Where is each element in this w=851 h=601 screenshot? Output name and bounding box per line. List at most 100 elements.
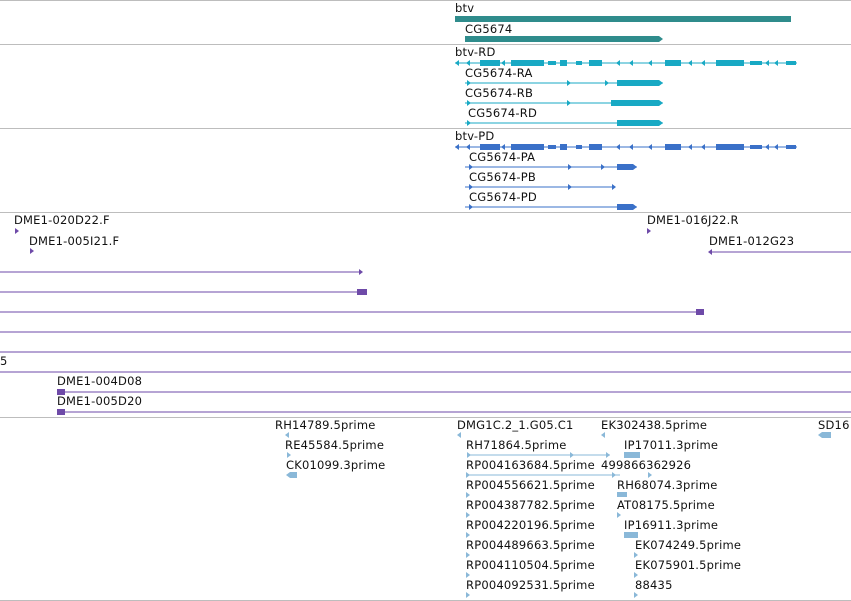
est-glyph[interactable] bbox=[466, 552, 470, 558]
est-glyph[interactable] bbox=[617, 492, 627, 497]
strand-arrow-left bbox=[648, 60, 652, 66]
exon-block[interactable] bbox=[511, 60, 544, 66]
ests-feature-label[interactable]: RH14789.5prime bbox=[275, 418, 376, 432]
exon-block[interactable] bbox=[611, 100, 663, 106]
exon-block[interactable] bbox=[589, 144, 602, 150]
ests-feature-label[interactable]: RE45584.5prime bbox=[285, 438, 385, 452]
est-glyph[interactable] bbox=[466, 592, 470, 598]
exon-block[interactable] bbox=[716, 144, 744, 150]
ests-feature-label[interactable]: SD16 bbox=[818, 418, 850, 432]
ests-feature-label[interactable]: EK075901.5prime bbox=[635, 558, 742, 572]
exon-block[interactable] bbox=[465, 36, 663, 42]
est-glyph[interactable] bbox=[634, 552, 638, 558]
est-glyph[interactable] bbox=[466, 572, 470, 578]
exon-block[interactable] bbox=[665, 60, 681, 66]
track-separator bbox=[0, 128, 851, 129]
exon-block[interactable] bbox=[617, 204, 637, 210]
clones-feature-label[interactable]: DME1-016J22.R bbox=[647, 213, 739, 227]
est-glyph[interactable] bbox=[634, 572, 638, 578]
est-glyph[interactable] bbox=[457, 432, 461, 438]
exon-block[interactable] bbox=[511, 144, 544, 150]
strand-arrow-left bbox=[629, 144, 633, 150]
strand-arrow-left bbox=[688, 144, 692, 150]
ests-feature-label[interactable]: 499866362926 bbox=[601, 458, 692, 472]
est-glyph[interactable] bbox=[601, 432, 605, 438]
ests-feature-label[interactable]: RP004092531.5prime bbox=[466, 578, 595, 592]
clones-feature-label[interactable]: DME1-020D22.F bbox=[14, 213, 110, 227]
ests-feature-label[interactable]: RP004220196.5prime bbox=[466, 518, 595, 532]
clones-feature-label[interactable]: DME1-012G23 bbox=[709, 234, 795, 248]
clones-feature-label[interactable]: DME1-005D20 bbox=[57, 394, 143, 408]
exon-block[interactable] bbox=[750, 145, 762, 149]
proteins-feature-label[interactable]: btv-PD bbox=[455, 129, 495, 143]
strand-arrow-left bbox=[455, 60, 459, 66]
est-glyph[interactable] bbox=[285, 432, 289, 438]
ests-feature-label[interactable]: DMG1C.2_1.G05.C1 bbox=[457, 418, 574, 432]
strand-arrow-right bbox=[570, 452, 574, 458]
exon-block[interactable] bbox=[665, 144, 681, 150]
ests-feature-label[interactable]: RH68074.3prime bbox=[617, 478, 718, 492]
proteins-feature-label[interactable]: CG5674-PB bbox=[469, 170, 536, 184]
ests-feature-label[interactable]: IP16911.3prime bbox=[624, 518, 719, 532]
ests-feature-label[interactable]: IP17011.3prime bbox=[624, 438, 719, 452]
proteins-feature-label[interactable]: CG5674-PD bbox=[469, 190, 537, 204]
exon-block[interactable] bbox=[576, 145, 582, 149]
clone-end-block[interactable] bbox=[696, 309, 704, 315]
ests-feature-label[interactable]: RP004556621.5prime bbox=[466, 478, 595, 492]
est-glyph[interactable] bbox=[466, 492, 470, 498]
ests-feature-label[interactable]: RH71864.5prime bbox=[466, 438, 567, 452]
transcripts-feature-label[interactable]: btv-RD bbox=[455, 45, 496, 59]
est-glyph[interactable] bbox=[648, 472, 652, 478]
ests-feature-label[interactable]: AT08175.5prime bbox=[617, 498, 715, 512]
est-glyph[interactable] bbox=[612, 472, 616, 478]
exon-block[interactable] bbox=[750, 61, 762, 65]
ests-feature-label[interactable]: EK302438.5prime bbox=[601, 418, 708, 432]
transcripts-feature-label[interactable]: CG5674-RD bbox=[468, 106, 538, 120]
exon-block[interactable] bbox=[548, 61, 556, 65]
clone-end-block[interactable] bbox=[357, 289, 367, 295]
exon-block[interactable] bbox=[560, 144, 567, 150]
ests-feature-label[interactable]: CK01099.3prime bbox=[286, 458, 386, 472]
exon-block[interactable] bbox=[480, 60, 500, 66]
ests-feature-label[interactable]: EK074249.5prime bbox=[635, 538, 742, 552]
est-glyph[interactable] bbox=[287, 452, 291, 458]
transcripts-feature-label[interactable]: CG5674-RA bbox=[465, 66, 533, 80]
exon-block[interactable] bbox=[576, 61, 582, 65]
exon-block[interactable] bbox=[716, 60, 744, 66]
exon-block[interactable] bbox=[560, 60, 567, 66]
ests-feature-label[interactable]: RP004489663.5prime bbox=[466, 538, 595, 552]
gene-feature-label[interactable]: btv bbox=[455, 1, 475, 15]
clone-end-block[interactable] bbox=[57, 409, 65, 415]
clones-feature-label[interactable]: DME1-005I21.F bbox=[29, 234, 120, 248]
exon-block[interactable] bbox=[617, 164, 637, 170]
est-glyph[interactable] bbox=[624, 452, 640, 458]
strand-arrow-left bbox=[774, 60, 778, 66]
est-glyph[interactable] bbox=[617, 512, 621, 518]
exon-block[interactable] bbox=[589, 60, 602, 66]
exon-block[interactable] bbox=[617, 120, 663, 126]
exon-block[interactable] bbox=[617, 80, 663, 86]
transcripts-feature-label[interactable]: CG5674-RB bbox=[465, 86, 534, 100]
exon-block[interactable] bbox=[786, 61, 796, 65]
ests-feature-label[interactable]: RP004110504.5prime bbox=[466, 558, 595, 572]
exon-block[interactable] bbox=[786, 145, 796, 149]
ests-feature-label[interactable]: 88435 bbox=[635, 578, 673, 592]
est-glyph[interactable] bbox=[818, 432, 831, 438]
strand-arrow-right bbox=[606, 452, 610, 458]
gene-feature-label[interactable]: CG5674 bbox=[465, 22, 513, 36]
est-glyph[interactable] bbox=[466, 532, 470, 538]
clone-end-block[interactable] bbox=[57, 389, 65, 395]
est-glyph[interactable] bbox=[624, 532, 638, 538]
proteins-feature-label[interactable]: CG5674-PA bbox=[469, 150, 536, 164]
ests-feature-label[interactable]: RP004387782.5prime bbox=[466, 498, 595, 512]
est-glyph[interactable] bbox=[634, 592, 638, 598]
clones-feature-label[interactable]: DME1-004D08 bbox=[57, 374, 143, 388]
exon-block[interactable] bbox=[548, 145, 556, 149]
est-glyph[interactable] bbox=[286, 472, 297, 478]
clones-feature-label[interactable]: 5 bbox=[0, 354, 8, 368]
ests-feature-label[interactable]: RP004163684.5prime bbox=[466, 458, 595, 472]
gene-bar-btv[interactable] bbox=[455, 16, 791, 22]
est-glyph[interactable] bbox=[466, 512, 470, 518]
exon-block[interactable] bbox=[480, 144, 500, 150]
